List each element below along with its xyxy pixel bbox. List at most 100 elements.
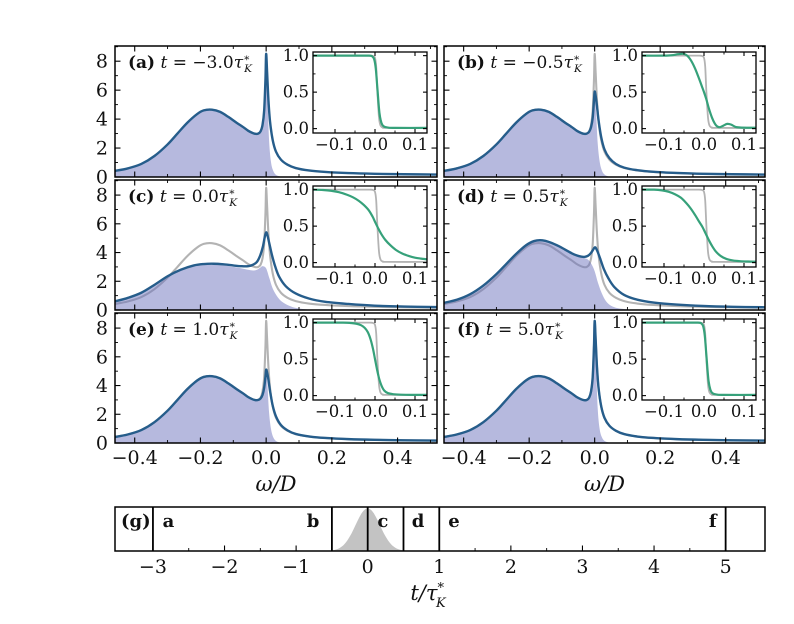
inset-y-tick-label: 0.5 [283, 350, 309, 369]
panel-d-occupied-fill [444, 240, 634, 310]
inset-y-tick-label: 0.0 [283, 119, 309, 138]
x-tick-label: −0.2 [177, 447, 223, 469]
y-tick-label: 0 [96, 433, 108, 455]
y-tick-label: 2 [96, 404, 108, 426]
y-tick-label: 4 [96, 375, 108, 397]
y-tick-label: 8 [96, 51, 108, 73]
tau-symbol: τ [218, 187, 229, 207]
panel-f-frame [443, 312, 766, 444]
panel-d-frame [443, 179, 766, 311]
timeline-tick-label: −2 [211, 556, 239, 578]
inset-x-tick-label: −0.1 [644, 269, 684, 288]
inset-y-tick-label: 0.5 [283, 217, 309, 236]
tau-symbol: τ [233, 53, 244, 73]
panel-tag: (c) [128, 187, 155, 207]
x-tick-label: −0.4 [112, 447, 158, 469]
panel-a-occupied-fill [115, 53, 283, 177]
x-axis-label: ω/D [584, 472, 625, 496]
inset-y-tick-label: 0.0 [612, 119, 638, 138]
y-tick-label: 2 [96, 271, 108, 293]
tau-supsub: * K [555, 321, 564, 342]
x-tick-label: 0.2 [645, 447, 675, 469]
panel-c-occupied-fill [115, 264, 313, 310]
inset-y-tick-label: 0.0 [612, 253, 638, 272]
panel-title-c: (c) t = 0.0τ * K [128, 187, 237, 208]
panel-title-a: (a) t = −3.0τ * K [128, 53, 252, 74]
panel-tag: (b) [457, 53, 485, 73]
y-tick-label: 2 [96, 138, 108, 160]
inset-x-tick-label: −0.1 [644, 402, 684, 421]
panel-f-occupied-fill [444, 320, 612, 443]
inset-x-tick-label: 0.0 [362, 402, 388, 421]
timeline-tick-label: −3 [139, 556, 167, 578]
timeline-tick-label: 3 [576, 556, 588, 578]
y-tick-label: 4 [96, 109, 108, 131]
x-tick-label: 0.2 [317, 447, 347, 469]
time-value: = 5.0 [492, 320, 545, 340]
timeline-tick-label: 2 [505, 556, 517, 578]
x-tick-label: 0.4 [711, 447, 741, 469]
y-tick-label: 0 [96, 300, 108, 322]
inset-x-tick-label: 0.0 [362, 269, 388, 288]
y-tick-label: 6 [96, 346, 108, 368]
panel-tag: (e) [128, 320, 155, 340]
y-tick-label: 6 [96, 80, 108, 102]
y-tick-label: 8 [96, 185, 108, 207]
tau-supsub: * K [573, 54, 582, 75]
time-var: t [490, 53, 498, 73]
panel-e-occupied-fill [115, 369, 283, 443]
panel-a-frame [114, 45, 438, 178]
timeline-tick-label: 0 [362, 556, 374, 578]
time-var: t [485, 320, 493, 340]
panel-f-spectral-curve [443, 319, 766, 442]
inset-d-bg [642, 186, 756, 267]
inset-x-tick-label: −0.1 [315, 402, 355, 421]
inset-y-tick-label: 0.0 [283, 386, 309, 405]
panel-title-b: (b) t = −0.5τ * K [457, 53, 582, 74]
panel-e-spectral-curve [114, 368, 438, 442]
inset-x-tick-label: 0.0 [362, 135, 388, 154]
panel-b-spectral-curve [443, 90, 766, 176]
panel-b-frame [443, 45, 766, 178]
inset-e-step-curve [312, 321, 428, 396]
x-tick-label: −0.4 [441, 447, 487, 469]
inset-y-tick-label: 1.0 [612, 180, 638, 199]
inset-d-step-curve [641, 188, 757, 263]
timeline-event-label: a [163, 511, 175, 532]
inset-y-tick-label: 1.0 [612, 46, 638, 65]
inset-d-occupation-curve [641, 188, 757, 263]
inset-e-occupation-curve [312, 321, 428, 397]
panel-title-e: (e) t = 1.0τ * K [128, 320, 238, 341]
inset-c-bg [313, 186, 427, 267]
timeline-event-label: f [709, 511, 718, 532]
y-tick-label: 8 [96, 318, 108, 340]
panel-e-frame [114, 312, 438, 444]
inset-a-bg [313, 52, 427, 133]
panel-c-spectral-curve [114, 231, 438, 309]
timeline-tick-label: 4 [648, 556, 660, 578]
x-tick-label: −0.2 [506, 447, 552, 469]
tau-supsub: * K [244, 54, 252, 75]
inset-x-tick-label: 0.0 [691, 402, 717, 421]
panel-tag: (d) [457, 187, 485, 207]
time-var: t [490, 187, 498, 207]
timeline-panel-tag: (g) [121, 511, 151, 532]
tau-symbol: τ [544, 320, 555, 340]
inset-x-tick-label: 0.1 [731, 135, 757, 154]
inset-a-occupation-curve [312, 54, 428, 130]
inset-b-bg [642, 52, 756, 133]
inset-x-tick-label: 0.0 [691, 135, 717, 154]
inset-x-tick-label: 0.1 [731, 402, 757, 421]
time-value: = 0.5 [497, 187, 550, 207]
panel-d-spectral-curve [443, 239, 766, 309]
time-var: t [160, 320, 168, 340]
tau-supsub: * K [229, 321, 238, 342]
inset-x-tick-label: 0.1 [402, 269, 428, 288]
timeline-tick-label: 1 [433, 556, 445, 578]
timeline-event-label: c [377, 511, 388, 532]
y-tick-label: 4 [96, 242, 108, 264]
inset-y-tick-label: 0.5 [612, 350, 638, 369]
tau-symbol: τ [563, 53, 573, 73]
timeline-event-label: b [307, 511, 320, 532]
